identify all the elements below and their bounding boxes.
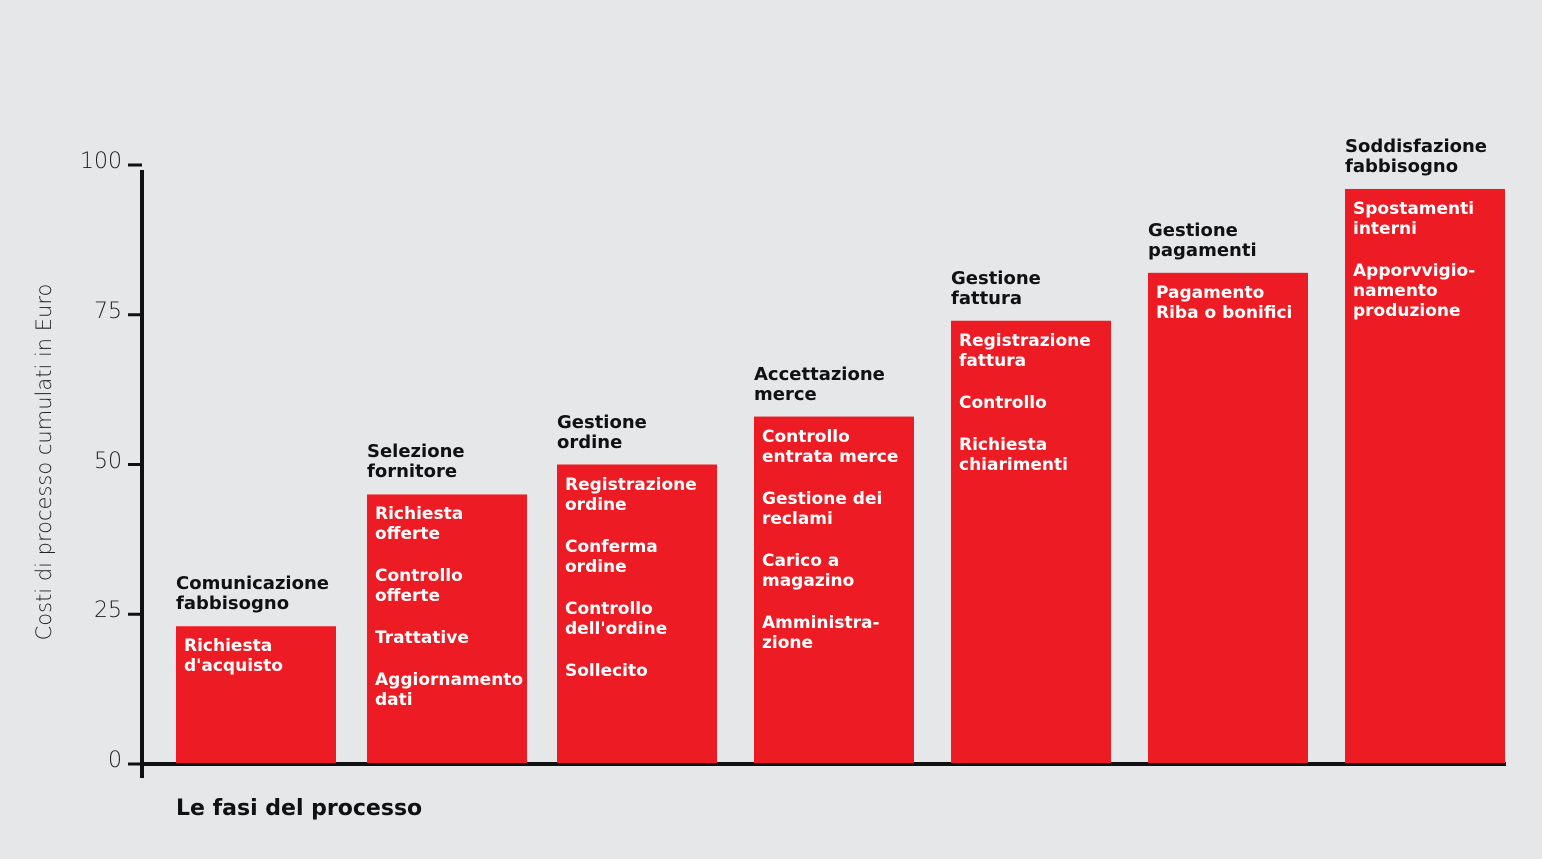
bar-activities: Pagamento Riba o bonifici xyxy=(1148,273,1314,345)
bar xyxy=(754,416,914,763)
bar xyxy=(951,320,1111,763)
y-tick-label: 100 xyxy=(80,149,122,174)
y-tick-label: 75 xyxy=(94,298,122,324)
activity-label: Controllo entrata merce xyxy=(762,426,899,467)
activity-label: Controllo xyxy=(959,392,1047,413)
category-label: Comunicazione fabbisogno xyxy=(176,573,329,615)
activity-label: Pagamento Riba o bonifici xyxy=(1156,282,1293,323)
activity-label: Carico a magazino xyxy=(762,550,855,591)
y-tick-label: 50 xyxy=(94,448,122,474)
category-label: Gestione ordine xyxy=(557,411,647,453)
activity-label: Aggiornamento dati xyxy=(375,670,524,711)
activity-label: Conferma ordine xyxy=(565,536,658,577)
bar-activities: Richiesta d'acquisto xyxy=(176,626,342,698)
activity-label: Registrazione ordine xyxy=(565,474,697,515)
category-label: Soddisfazione fabbisogno xyxy=(1345,135,1487,177)
bar xyxy=(557,464,717,763)
activity-label: Registrazione fattura xyxy=(959,330,1091,371)
activity-label: Richiesta d'acquisto xyxy=(184,636,283,677)
category-label: Accettazione merce xyxy=(754,363,885,405)
activity-label: Amministra- zione xyxy=(762,612,880,653)
bar xyxy=(367,494,527,763)
y-tick-label: 25 xyxy=(94,598,122,624)
activity-label: Trattative xyxy=(375,628,469,649)
activity-label: Richiesta chiarimenti xyxy=(959,434,1068,475)
bar xyxy=(176,626,336,763)
bar xyxy=(1148,272,1308,763)
bar-activities: Controllo entrata merce Gestione dei recl… xyxy=(754,417,920,675)
bar xyxy=(1345,188,1505,763)
bar-activities: Richiesta offerte Controllo offerte Tratta… xyxy=(367,494,533,732)
activity-label: Gestione dei reclami xyxy=(762,488,883,529)
activity-label: Spostamenti interni xyxy=(1353,198,1475,239)
activity-label: Controllo offerte xyxy=(375,566,463,607)
category-label: Gestione pagamenti xyxy=(1148,219,1257,261)
activity-label: Apporvvigio- namento produzione xyxy=(1353,260,1476,321)
bar-activities: Registrazione fattura Controllo Richiesta … xyxy=(951,321,1117,497)
activity-label: Richiesta offerte xyxy=(375,504,464,545)
activity-label: Sollecito xyxy=(565,660,648,681)
x-axis-label: Le fasi del processo xyxy=(176,796,423,821)
bar-activities: Spostamenti interni Apporvvigio- namento … xyxy=(1345,189,1511,343)
category-label: Gestione fattura xyxy=(951,267,1041,309)
category-label: Selezione fornitore xyxy=(367,441,465,483)
y-tick-label: 0 xyxy=(108,748,122,773)
bar-activities: Registrazione ordine Conferma ordine Contr… xyxy=(557,465,723,703)
activity-label: Controllo dell'ordine xyxy=(565,598,668,639)
